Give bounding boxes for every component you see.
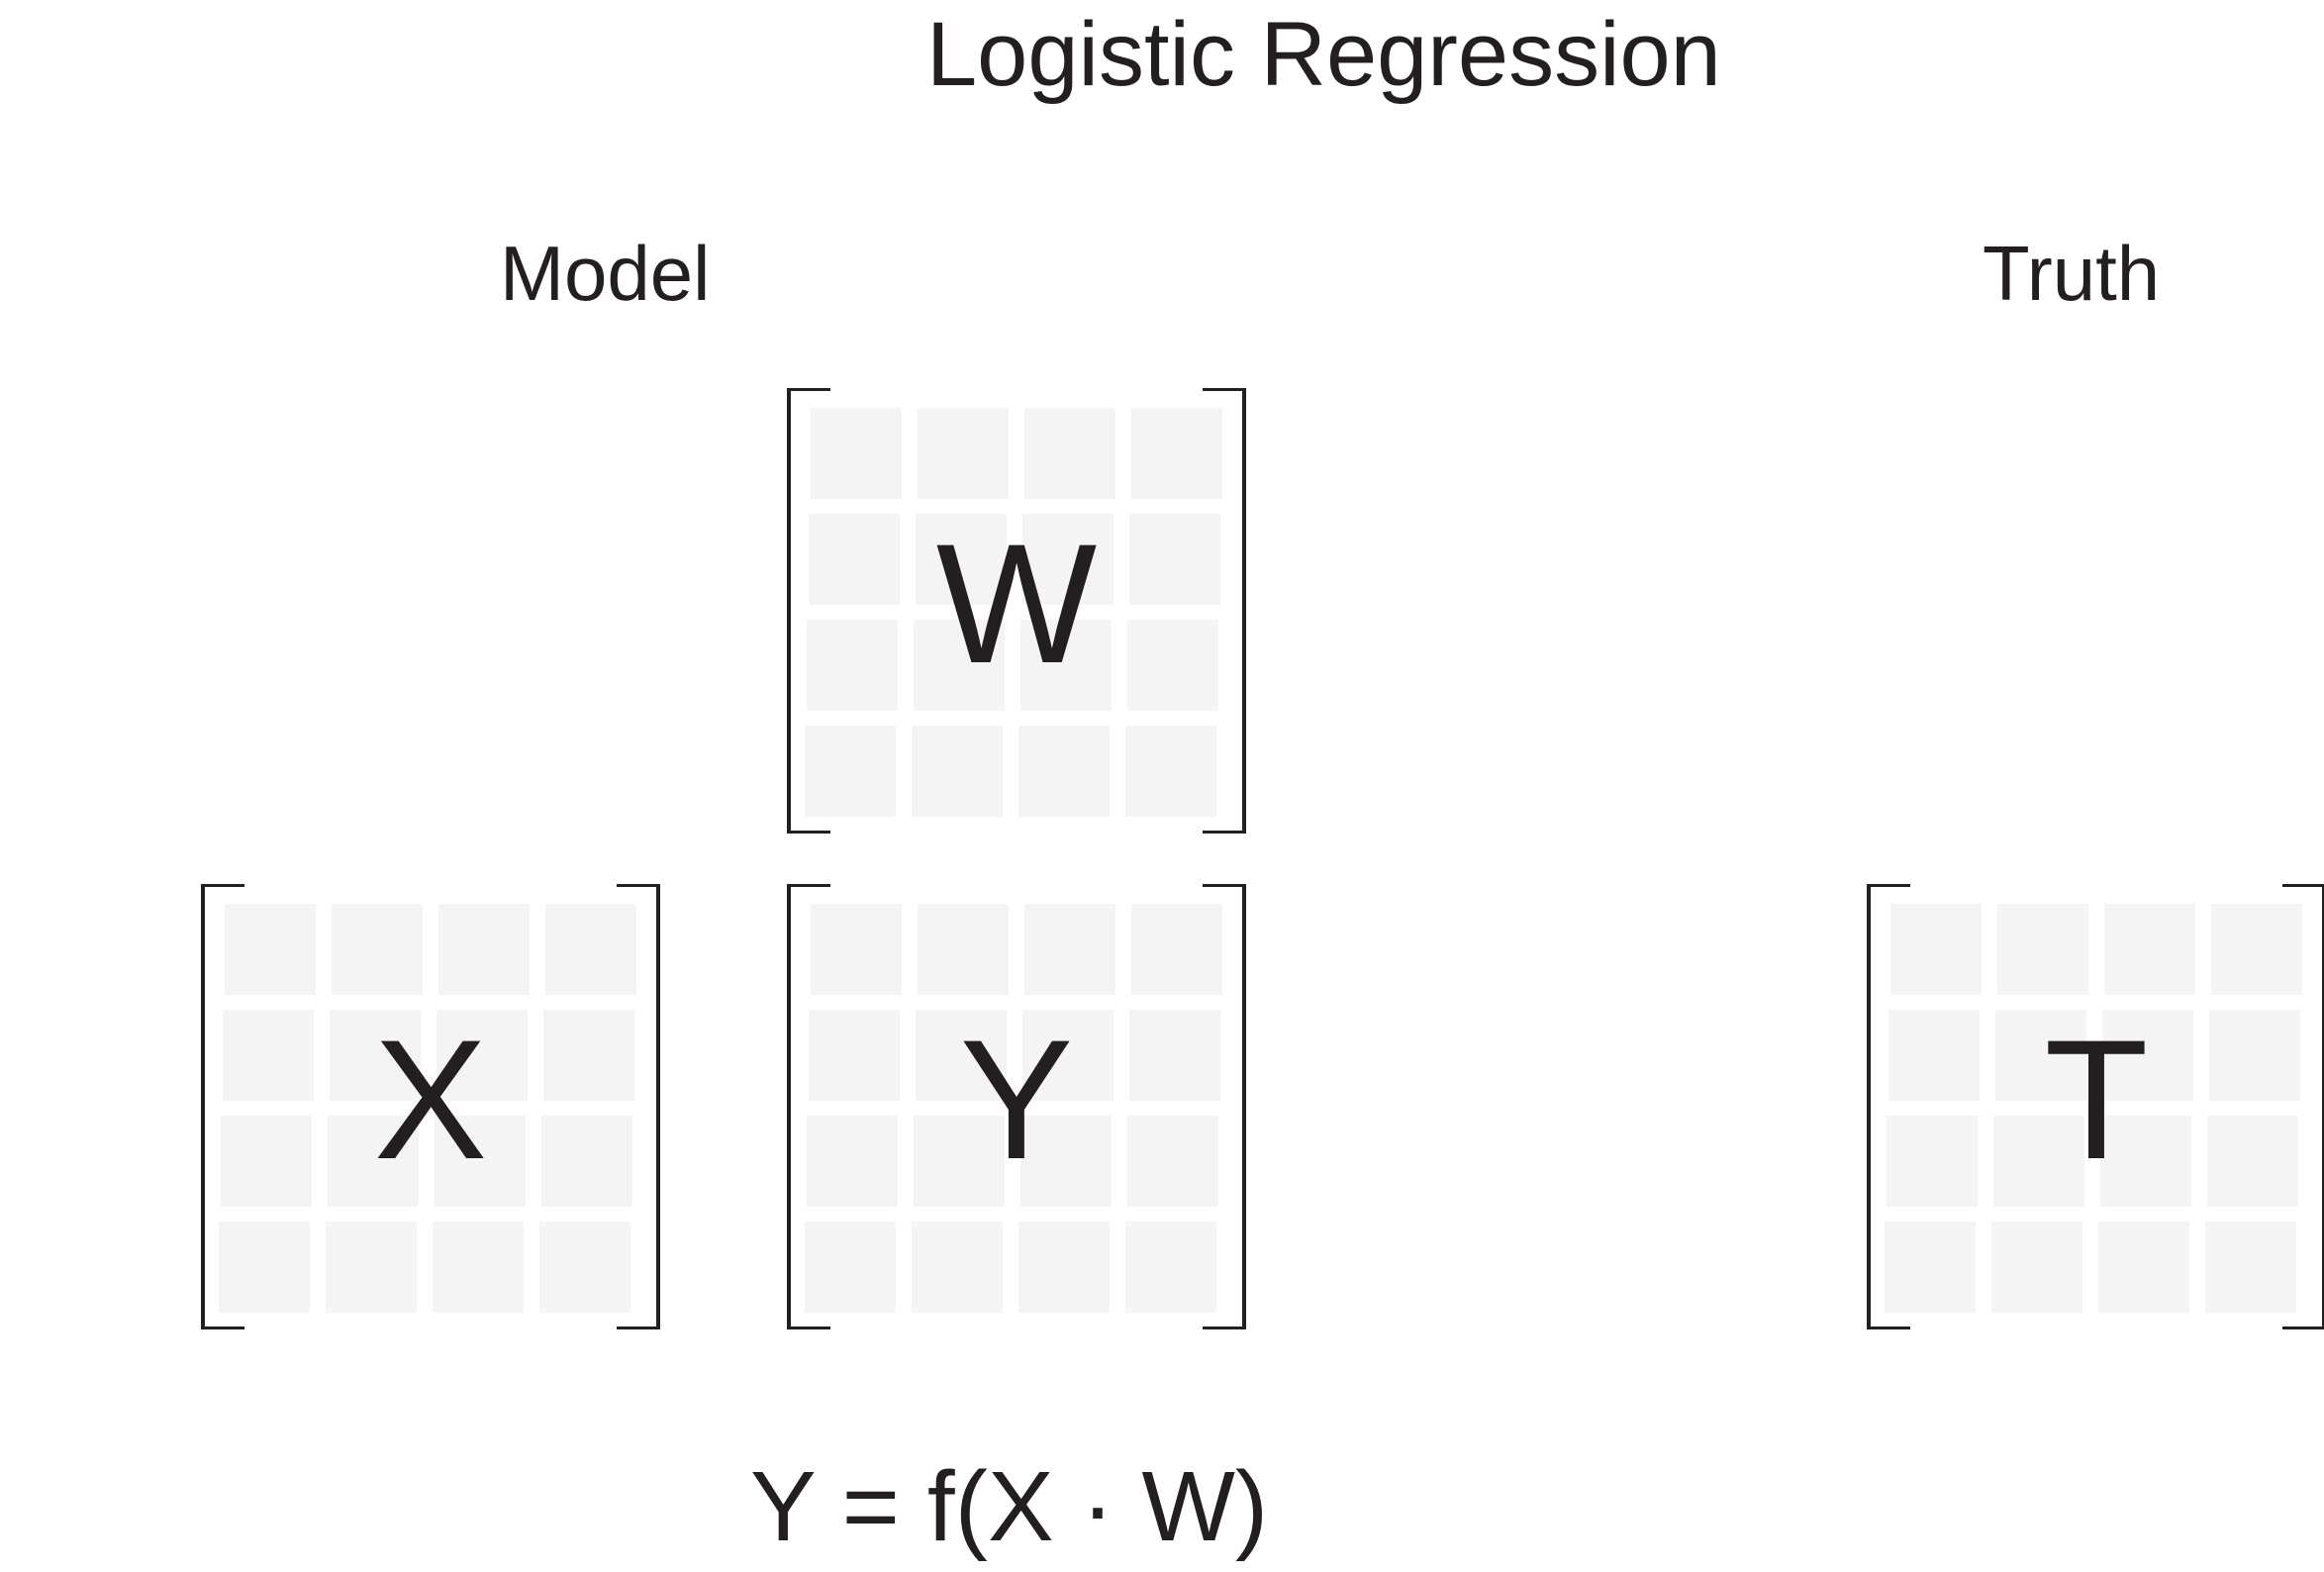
matrix-cell [1127,620,1218,711]
matrix-cell [1885,1222,1976,1313]
matrix-cell [1022,1010,1114,1101]
matrix-cell [541,1116,632,1207]
matrix-y-symbol: Y [959,1005,1074,1195]
matrix-x-right-bracket [617,884,660,1329]
matrix-x-cells [201,884,660,1329]
matrix-cell [326,1222,417,1313]
matrix-cell [219,1222,310,1313]
matrix-cell [916,1010,1007,1101]
matrix-cell [223,1010,314,1101]
matrix-cell [918,408,1009,499]
matrix-cell [1131,408,1222,499]
matrix-cell [2209,1010,2300,1101]
matrix-cell [328,1116,419,1207]
matrix-cell [914,620,1005,711]
matrix-cell [1024,904,1115,995]
matrix-cell [543,1010,634,1101]
matrix-cell [332,904,423,995]
matrix-cell [1997,904,2088,995]
matrix-cell [1995,1010,2086,1101]
matrix-x: X [201,884,660,1329]
matrix-cell [2211,904,2302,995]
matrix-cell [2205,1222,2296,1313]
equation: Y = f(X · W) [750,1451,1269,1562]
matrix-cell [2098,1222,2189,1313]
matrix-t-symbol: T [2044,1005,2149,1195]
truth-label: Truth [1983,230,2161,317]
matrix-y: Y [787,884,1246,1329]
matrix-y-right-bracket [1203,884,1246,1329]
matrix-w-cells [787,388,1246,834]
matrix-cell [1024,408,1115,499]
matrix-t-left-bracket [1867,884,1910,1329]
matrix-cell [912,726,1003,817]
matrix-cell [221,1116,312,1207]
matrix-cell [1993,1116,2084,1207]
matrix-cell [225,904,316,995]
matrix-cell [1127,1116,1218,1207]
matrix-cell [809,1010,900,1101]
matrix-cell [1129,1010,1220,1101]
matrix-cell [811,408,902,499]
matrix-cell [1125,1222,1216,1313]
matrix-t-cells [1867,884,2324,1329]
matrix-cell [2100,1116,2191,1207]
matrix-cell [1131,904,1222,995]
matrix-cell [1887,1116,1978,1207]
matrix-cell [2104,904,2195,995]
matrix-cell [809,514,900,605]
matrix-cell [545,904,636,995]
matrix-y-cells [787,884,1246,1329]
matrix-cell [1991,1222,2082,1313]
matrix-cell [2102,1010,2193,1101]
matrix-x-left-bracket [201,884,244,1329]
matrix-cell [1125,726,1216,817]
matrix-cell [1020,620,1112,711]
matrix-cell [1020,1116,1112,1207]
matrix-cell [1018,726,1110,817]
matrix-w-symbol: W [935,509,1098,699]
matrix-cell [805,726,896,817]
matrix-cell [912,1222,1003,1313]
matrix-cell [1890,904,1982,995]
matrix-cell [811,904,902,995]
matrix-cell [805,1222,896,1313]
matrix-cell [435,1116,526,1207]
matrix-cell [1888,1010,1980,1101]
matrix-cell [1022,514,1114,605]
matrix-t: T [1867,884,2324,1329]
matrix-cell [914,1116,1005,1207]
matrix-x-symbol: X [373,1005,488,1195]
matrix-cell [918,904,1009,995]
matrix-w-right-bracket [1203,388,1246,834]
matrix-w-left-bracket [787,388,830,834]
diagram-title: Logistic Regression [926,4,1721,105]
matrix-cell [2207,1116,2298,1207]
matrix-cell [807,620,898,711]
matrix-cell [539,1222,630,1313]
matrix-y-left-bracket [787,884,830,1329]
matrix-t-right-bracket [2282,884,2324,1329]
matrix-cell [1018,1222,1110,1313]
matrix-cell [1129,514,1220,605]
matrix-w: W [787,388,1246,834]
matrix-cell [330,1010,421,1101]
matrix-cell [436,1010,528,1101]
matrix-cell [433,1222,524,1313]
matrix-cell [916,514,1007,605]
matrix-cell [438,904,530,995]
model-label: Model [500,230,711,317]
matrix-cell [807,1116,898,1207]
